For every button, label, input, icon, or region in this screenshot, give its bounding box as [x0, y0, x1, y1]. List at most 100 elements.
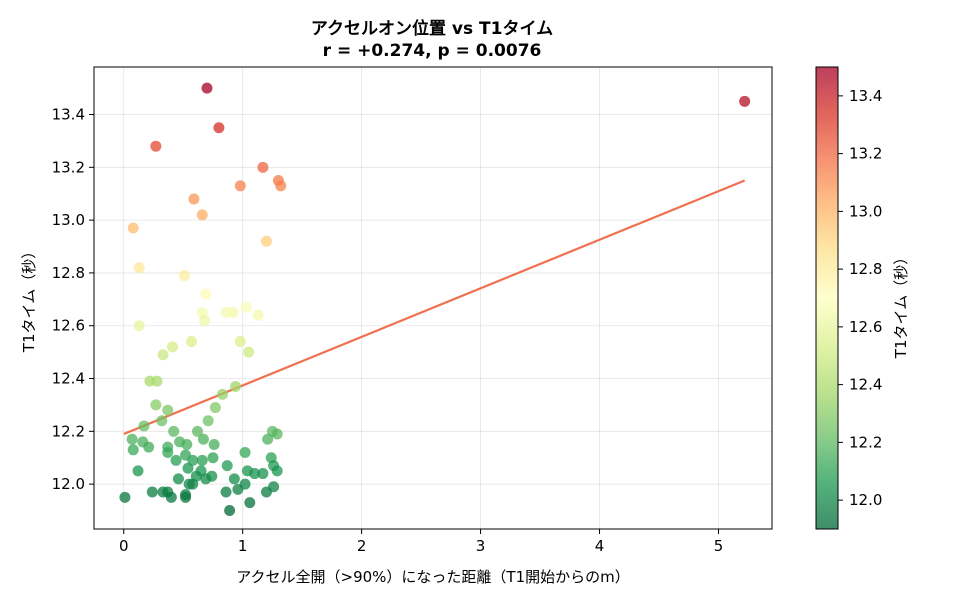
data-point [196, 454, 208, 466]
data-point [196, 209, 208, 221]
data-point [132, 465, 144, 477]
chart-subtitle: r = +0.274, p = 0.0076 [323, 41, 542, 61]
data-point [172, 473, 184, 485]
x-axis-ticks: 0 1 2 3 4 5 [119, 529, 723, 555]
data-point [224, 505, 236, 517]
data-point [230, 380, 242, 392]
data-point [244, 497, 256, 509]
chart-title: アクセルオン位置 vs T1タイム [311, 18, 553, 39]
y-tick-label: 13.0 [52, 211, 85, 229]
data-point [181, 439, 193, 451]
y-tick-label: 12.0 [52, 475, 85, 493]
data-point [243, 346, 255, 358]
data-point [150, 140, 162, 152]
data-point [157, 349, 169, 361]
colorbar-tick-label: 12.2 [849, 433, 882, 451]
data-point [739, 95, 751, 107]
y-tick-label: 12.2 [52, 422, 85, 440]
trend-layer [123, 179, 746, 435]
data-point [262, 433, 274, 445]
data-point [220, 486, 232, 498]
data-point [208, 439, 220, 451]
y-tick-label: 12.6 [52, 317, 85, 335]
data-point [260, 235, 272, 247]
data-point [180, 491, 192, 503]
x-axis-label: アクセル全開（>90%）になった距離（T1開始からのm） [236, 568, 629, 586]
y-tick-label: 13.4 [52, 106, 85, 124]
data-point [216, 388, 228, 400]
data-point [168, 425, 180, 437]
y-axis-label: T1タイム（秒） [20, 244, 38, 353]
data-point [201, 82, 213, 94]
data-point [167, 341, 179, 353]
data-point [126, 433, 138, 445]
data-point [150, 399, 162, 411]
data-point [275, 180, 287, 192]
x-tick-label: 4 [595, 537, 605, 555]
data-point [232, 483, 244, 495]
colorbar-tick-label: 13.2 [849, 145, 882, 163]
data-point [186, 336, 198, 348]
data-point [234, 336, 246, 348]
data-point [207, 452, 219, 464]
data-point [188, 193, 200, 205]
data-point [119, 491, 131, 503]
data-point [178, 270, 190, 282]
data-point [138, 420, 150, 432]
grid [94, 67, 772, 529]
colorbar-fill [816, 67, 838, 529]
colorbar-tick-label: 12.0 [849, 491, 882, 509]
colorbar-tick-label: 12.4 [849, 376, 882, 394]
data-point [197, 433, 209, 445]
data-point [165, 491, 177, 503]
data-point [200, 473, 212, 485]
data-points [119, 82, 751, 517]
data-point [191, 425, 203, 437]
data-point [221, 460, 233, 472]
y-tick-label: 12.4 [52, 370, 85, 388]
data-point [209, 402, 221, 414]
data-point [162, 404, 174, 416]
data-point [200, 288, 212, 300]
data-point [133, 320, 145, 332]
colorbar: 12.0 12.2 12.4 12.6 12.8 13.0 13.2 13.4 T1タイム（秒… [815, 66, 910, 530]
data-point [257, 161, 269, 173]
data-point [170, 454, 182, 466]
data-point [271, 465, 283, 477]
y-axis-ticks: 12.0 12.2 12.4 12.6 12.8 13.0 13.2 13.4 [52, 106, 94, 493]
data-point [257, 468, 269, 480]
colorbar-label: T1タイム（秒） [892, 250, 910, 359]
data-point [239, 446, 251, 458]
data-point [127, 444, 139, 456]
x-tick-label: 2 [357, 537, 367, 555]
colorbar-frame [815, 66, 839, 530]
data-point [249, 468, 261, 480]
data-point [182, 462, 194, 474]
x-tick-label: 5 [714, 537, 724, 555]
colorbar-tick-label: 12.8 [849, 260, 882, 278]
data-point [151, 375, 163, 387]
data-point [234, 180, 246, 192]
data-point [162, 446, 174, 458]
data-point [271, 428, 283, 440]
x-tick-label: 1 [238, 537, 248, 555]
data-point [228, 473, 240, 485]
plot-frame [93, 66, 773, 530]
data-point [240, 301, 252, 313]
colorbar-tick-label: 13.4 [849, 87, 882, 105]
x-tick-label: 3 [476, 537, 486, 555]
colorbar-tick-label: 12.6 [849, 318, 882, 336]
data-point [213, 122, 225, 134]
x-tick-label: 0 [119, 537, 129, 555]
data-point [187, 478, 199, 490]
y-tick-label: 13.2 [52, 158, 85, 176]
colorbar-ticks: 12.0 12.2 12.4 12.6 12.8 13.0 13.2 13.4 [838, 87, 882, 509]
data-point [143, 441, 155, 453]
data-point [252, 309, 264, 321]
trend-line [123, 179, 746, 435]
data-point [260, 486, 272, 498]
data-point [227, 307, 239, 319]
data-point [187, 454, 199, 466]
data-point [202, 415, 214, 427]
